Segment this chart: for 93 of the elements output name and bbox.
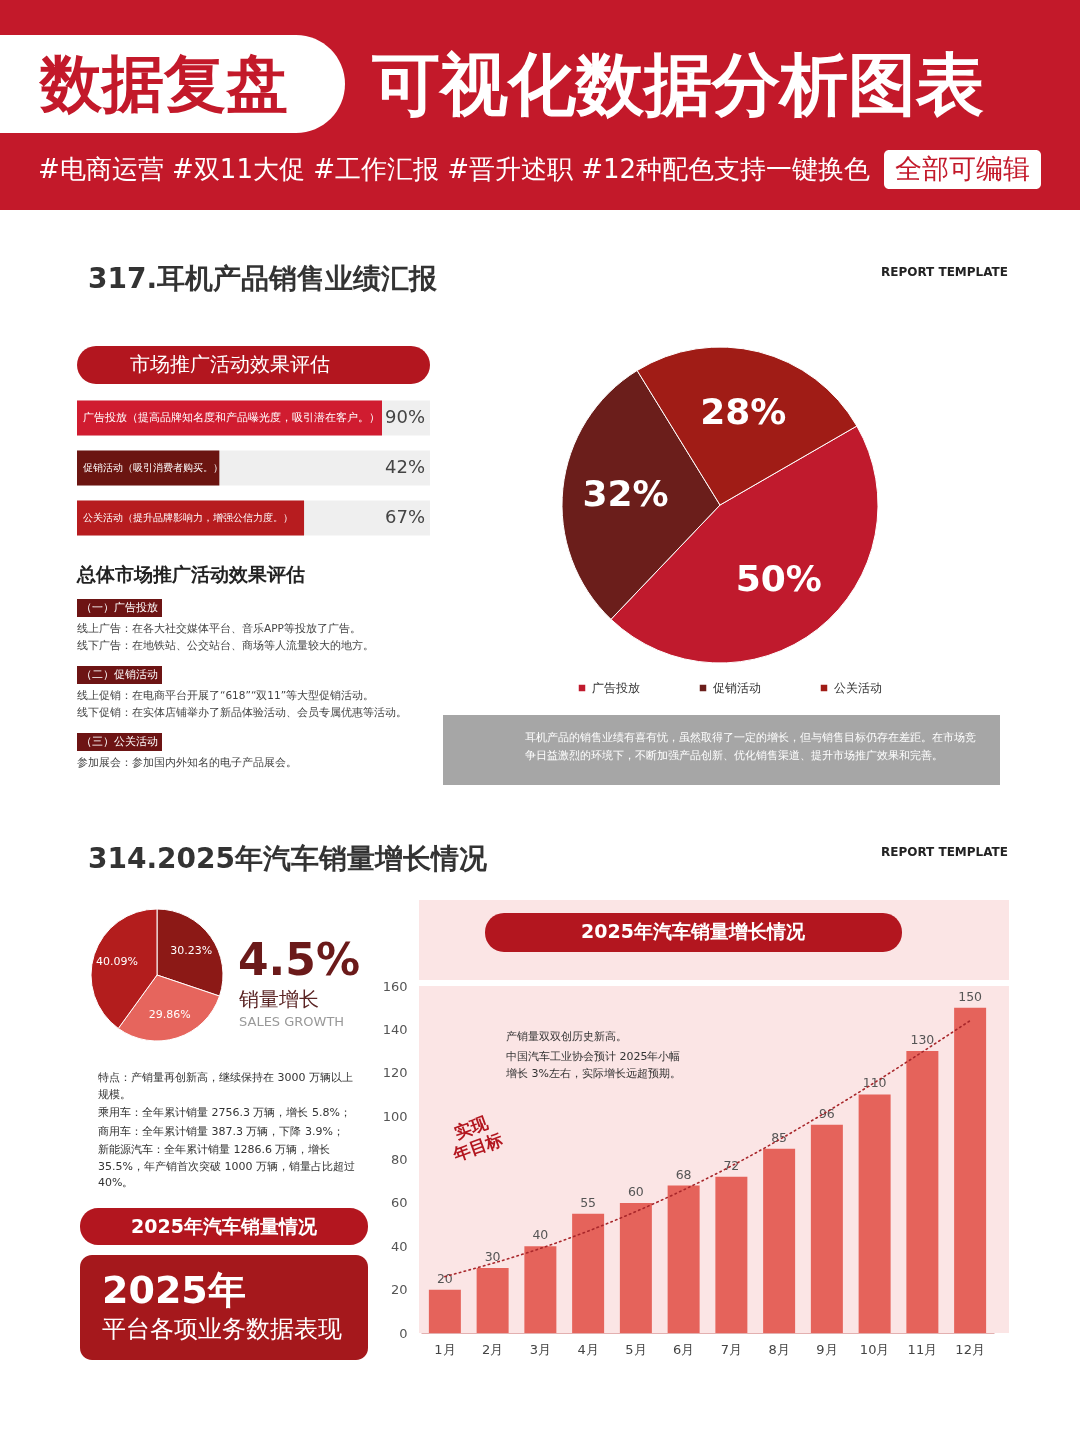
bar: [810, 1124, 843, 1333]
text: （三）公关活动: [81, 735, 158, 748]
data-label: 150: [958, 988, 983, 1004]
data-label: 30: [484, 1248, 501, 1264]
y-tick-label: 20: [390, 1282, 408, 1298]
text: 新能源汽车：全年累计销量 1286.6 万辆，增长 35.5%，年产销首次突破 1000 万辆，销量占比超过 40%。: [98, 1143, 355, 1189]
y-tick-label: 广告投放（提高品牌知名度和产品曝光度，吸引潜在客户。）: [83, 411, 380, 424]
data-label: 90%: [384, 406, 425, 427]
bar: [715, 1176, 748, 1333]
text: （二）促销活动: [81, 668, 158, 681]
text: REPORT TEMPLATE: [880, 845, 1008, 859]
y-tick-label: 60: [390, 1195, 408, 1211]
y-tick-label: 140: [382, 1021, 408, 1037]
legend-label: 广告投放: [592, 681, 640, 695]
data-label: 32%: [582, 473, 669, 515]
y-tick-label: 0: [399, 1325, 408, 1341]
annotation: 产销量双双创历史新高。: [506, 1030, 627, 1043]
text: REPORT TEMPLATE: [880, 265, 1008, 279]
data-label: 40: [532, 1227, 549, 1243]
data-label: 42%: [384, 456, 425, 477]
data-label: 30.23%: [170, 943, 213, 957]
bar: [667, 1185, 700, 1333]
data-label: 50%: [735, 557, 822, 599]
data-label: 40.09%: [96, 955, 139, 969]
text: 商用车：全年累计销量 387.3 万辆，下降 3.9%；: [98, 1124, 344, 1138]
text: （一）广告投放: [81, 601, 158, 614]
text: 数据复盘: [38, 47, 288, 120]
bar: [476, 1267, 509, 1333]
y-tick-label: 促销活动（吸引消费者购买。）: [83, 462, 223, 473]
y-tick-label: 160: [382, 978, 408, 994]
legend-label: 公关活动: [834, 681, 882, 695]
text: 4.5%: [238, 934, 361, 985]
x-tick-label: 2月: [481, 1341, 504, 1357]
data-label: 96: [818, 1105, 835, 1121]
bar: [954, 1007, 987, 1333]
text: 317.耳机产品销售业绩汇报: [88, 262, 439, 295]
text: 可视化数据分析图表: [371, 45, 984, 124]
x-tick-label: 12月: [955, 1341, 985, 1357]
data-label: 29.86%: [148, 1008, 191, 1022]
x-tick-label: 10月: [859, 1341, 890, 1357]
x-tick-label: 11月: [907, 1341, 938, 1357]
bar: [763, 1148, 796, 1333]
x-tick-label: 7月: [720, 1341, 743, 1357]
text: 线下促销：在实体店铺举办了新品体验活动、会员专属优惠等活动。: [77, 706, 407, 718]
text: 总体市场推广活动效果评估: [76, 563, 305, 585]
text: 特点：产销量再创新高，继续保持在 3000 万辆以上规模。: [98, 1071, 353, 1101]
data-label: 68: [675, 1166, 692, 1182]
x-tick-label: 4月: [577, 1341, 599, 1357]
bar: [428, 1289, 461, 1333]
chart-title: 2025年汽车销量增长情况: [581, 920, 806, 942]
x-tick-label: 5月: [625, 1341, 647, 1357]
text: 2025年: [102, 1268, 246, 1312]
data-label: 72: [723, 1157, 740, 1173]
text: #电商运营 #双11大促 #工作汇报 #晋升述职 #12种配色支持一键换色: [38, 154, 871, 184]
bar: [572, 1213, 605, 1333]
y-tick-label: 公关活动（提升品牌影响力，增强公信力度。）: [83, 511, 293, 523]
bar: [619, 1202, 652, 1333]
text: 线上促销：在电商平台开展了“618”“双11”等大型促销活动。: [77, 689, 375, 701]
y-tick-label: 120: [382, 1065, 408, 1081]
y-tick-label: 40: [390, 1238, 408, 1254]
text: 全部可编辑: [895, 153, 1030, 184]
x-tick-label: 8月: [768, 1341, 790, 1357]
data-label: 85: [771, 1129, 788, 1145]
text: 销量增长: [238, 987, 319, 1011]
y-tick-label: 100: [382, 1108, 408, 1124]
x-tick-label: 9月: [816, 1341, 838, 1357]
x-tick-label: 1月: [434, 1341, 456, 1357]
bar: [906, 1051, 939, 1333]
text: 2025年汽车销量情况: [131, 1215, 318, 1237]
data-label: 20: [436, 1270, 453, 1286]
x-tick-label: 6月: [672, 1341, 695, 1357]
bar: [524, 1246, 557, 1333]
data-label: 110: [862, 1075, 887, 1091]
chart-title: 市场推广活动效果评估: [130, 352, 330, 376]
text: 乘用车：全年累计销量 2756.3 万辆，增长 5.8%；: [98, 1106, 351, 1119]
text: 平台各项业务数据表现: [102, 1315, 342, 1343]
annotation: 实现年目标: [449, 1111, 506, 1166]
annotation: 中国汽车工业协会预计 2025年小幅增长 3%左右，实际增长远超预期。: [505, 1050, 681, 1080]
x-tick-label: 3月: [529, 1341, 552, 1357]
data-label: 28%: [700, 390, 787, 432]
text: 耳机产品的销售业绩有喜有忧，虽然取得了一定的增长，但与销售目标仍存在差距。在市场竞争日益激烈的环境下，不断加强产品创新、优化销售渠道、提升市场推广效果和完善。: [525, 731, 976, 762]
y-tick-label: 80: [390, 1152, 408, 1167]
data-label: 55: [580, 1194, 597, 1210]
text: 线上广告：在各大社交媒体平台、音乐APP等投放了广告。: [77, 622, 361, 634]
text: 314.2025年汽车销量增长情况: [88, 842, 489, 875]
text: 线下广告：在地铁站、公交站台、商场等人流量较大的地方。: [77, 639, 374, 651]
text: 参加展会：参加国内外知名的电子产品展会。: [77, 756, 297, 768]
data-label: 67%: [384, 506, 425, 527]
text: SALES GROWTH: [239, 1014, 345, 1029]
legend-label: 促销活动: [713, 681, 761, 695]
data-label: 130: [910, 1032, 935, 1048]
bar: [858, 1094, 891, 1333]
data-label: 60: [627, 1183, 644, 1199]
